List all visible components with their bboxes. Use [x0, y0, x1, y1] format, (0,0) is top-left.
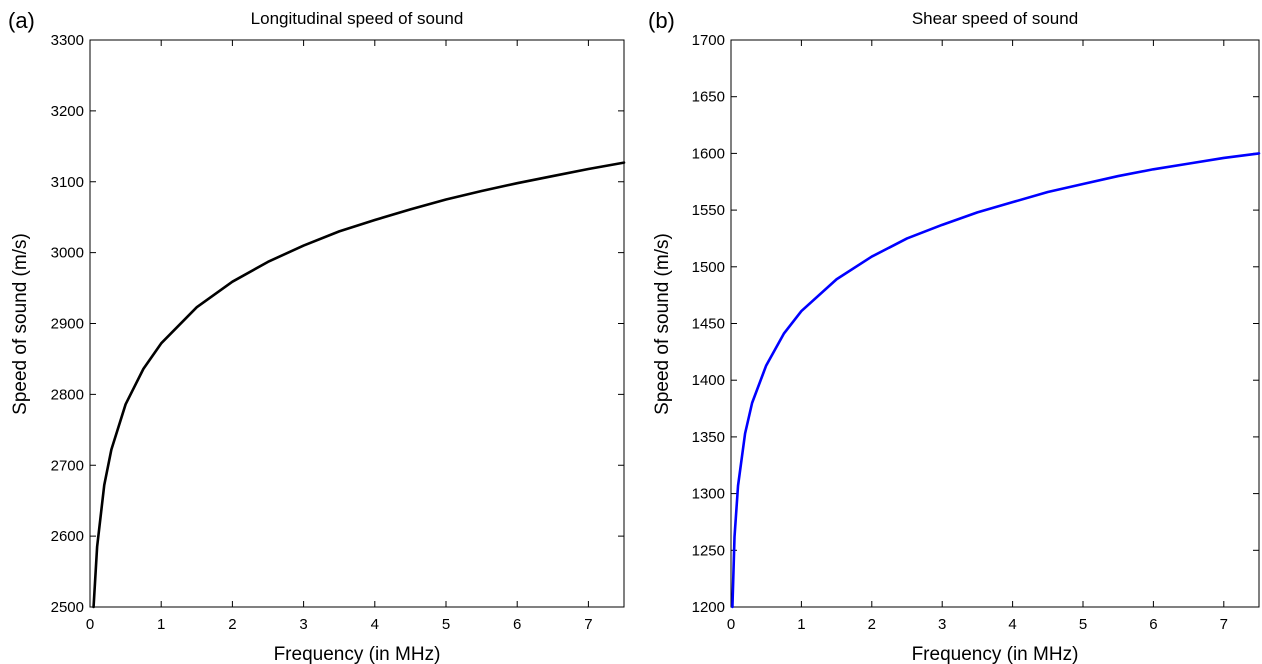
panel-b-y-tick-label: 1400 [692, 372, 725, 389]
panel-a-x-ticks: 0 1 2 3 4 5 6 7 [86, 40, 593, 633]
panel-b-y-tick-label: 1350 [692, 429, 725, 446]
panel-a-title: Longitudinal speed of sound [251, 9, 464, 28]
panel-a-y-tick-label: 2900 [51, 316, 84, 333]
panel-b-y-tick-label: 1450 [692, 316, 725, 333]
panel-a-y-tick-label: 3300 [51, 32, 84, 49]
panel-b-x-tick-label: 3 [938, 616, 946, 633]
panel-a-x-tick-label: 3 [299, 616, 307, 633]
panel-b-x-tick-label: 2 [868, 616, 876, 633]
panel-b-x-tick-label: 7 [1220, 616, 1228, 633]
panel-a-plot-frame [89, 39, 625, 608]
panel-b-y-tick-label: 1200 [692, 599, 725, 616]
panel-b-x-tick-label: 5 [1079, 616, 1087, 633]
panel-a-x-tick-label: 7 [584, 616, 592, 633]
panel-a-y-tick-label: 3100 [51, 174, 84, 191]
panel-a-x-tick-label: 5 [442, 616, 450, 633]
panel-b-plot-frame [730, 39, 1260, 608]
panel-b-series-line [731, 152, 1261, 609]
panel-a-x-axis-label: Frequency (in MHz) [274, 644, 441, 664]
panel-a-y-tick-label: 2600 [51, 528, 84, 545]
panel-b-x-tick-label: 4 [1008, 616, 1016, 633]
panel-b-x-tick-label: 6 [1149, 616, 1157, 633]
panel-b-x-ticks: 0 1 2 3 4 5 6 7 [727, 40, 1228, 633]
panel-b-y-tick-label: 1700 [692, 32, 725, 49]
panel-b-x-tick-label: 1 [797, 616, 805, 633]
panel-a-y-tick-label: 2700 [51, 457, 84, 474]
panel-a-y-tick-label: 2800 [51, 386, 84, 403]
panel-a-series-line [92, 161, 626, 609]
panel-b-x-axis-label: Frequency (in MHz) [912, 644, 1079, 664]
panel-a: (a) Longitudinal speed of sound 0 1 2 3 4 5 6 7… [8, 8, 626, 664]
panel-a-x-tick-label: 0 [86, 616, 94, 633]
panel-a-x-tick-label: 1 [157, 616, 165, 633]
panel-a-x-tick-label: 2 [228, 616, 236, 633]
panel-a-y-ticks: 2500 2600 2700 2800 2900 3000 3100 3200 3300 [51, 32, 624, 616]
panel-a-label: (a) [8, 8, 35, 33]
panel-a-x-tick-label: 6 [513, 616, 521, 633]
panel-a-y-tick-label: 2500 [51, 599, 84, 616]
panel-b-y-tick-label: 1300 [692, 486, 725, 503]
panel-b-y-tick-label: 1500 [692, 259, 725, 276]
panel-b-y-tick-label: 1600 [692, 145, 725, 162]
panel-a-y-axis-label: Speed of sound (m/s) [10, 233, 31, 415]
panel-b-y-tick-label: 1550 [692, 202, 725, 219]
panel-b-y-tick-label: 1250 [692, 542, 725, 559]
panel-a-y-tick-label: 3000 [51, 245, 84, 262]
panel-b-y-ticks: 1200 1250 1300 1350 1400 1450 1500 1550 1600 1650… [692, 32, 1259, 616]
panel-b-label: (b) [648, 8, 675, 33]
panel-a-y-tick-label: 3200 [51, 103, 84, 120]
panel-b-title: Shear speed of sound [912, 9, 1078, 28]
panel-b-y-tick-label: 1650 [692, 89, 725, 106]
panel-b-y-axis-label: Speed of sound (m/s) [652, 233, 673, 415]
panel-b-x-tick-label: 0 [727, 616, 735, 633]
panel-a-x-tick-label: 4 [371, 616, 379, 633]
